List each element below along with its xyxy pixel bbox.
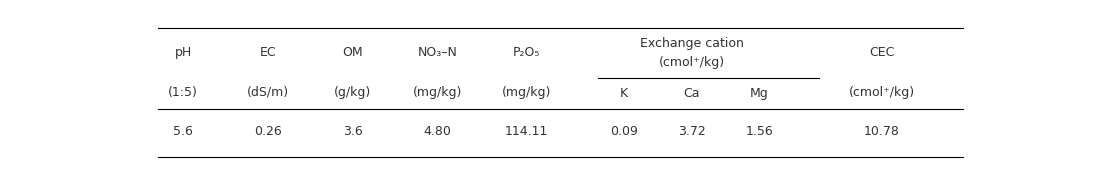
- Text: (cmol⁺/kg): (cmol⁺/kg): [658, 56, 725, 69]
- Text: 5.6: 5.6: [174, 125, 193, 138]
- Text: (cmol⁺/kg): (cmol⁺/kg): [849, 86, 915, 99]
- Text: 1.56: 1.56: [745, 125, 773, 138]
- Text: (1:5): (1:5): [168, 86, 198, 99]
- Text: K: K: [620, 87, 627, 100]
- Text: 3.72: 3.72: [678, 125, 705, 138]
- Text: (mg/kg): (mg/kg): [413, 86, 462, 99]
- Text: 4.80: 4.80: [423, 125, 451, 138]
- Text: (g/kg): (g/kg): [334, 86, 372, 99]
- Text: 3.6: 3.6: [343, 125, 363, 138]
- Text: (dS/m): (dS/m): [247, 86, 289, 99]
- Text: 0.26: 0.26: [254, 125, 282, 138]
- Text: Mg: Mg: [750, 87, 768, 100]
- Text: 0.09: 0.09: [610, 125, 637, 138]
- Text: (mg/kg): (mg/kg): [502, 86, 551, 99]
- Text: pH: pH: [175, 46, 192, 59]
- Text: Ca: Ca: [683, 87, 700, 100]
- Text: 114.11: 114.11: [505, 125, 548, 138]
- Text: EC: EC: [260, 46, 277, 59]
- Text: CEC: CEC: [869, 46, 895, 59]
- Text: NO₃–N: NO₃–N: [418, 46, 457, 59]
- Text: 10.78: 10.78: [865, 125, 900, 138]
- Text: P₂O₅: P₂O₅: [513, 46, 540, 59]
- Text: Exchange cation: Exchange cation: [639, 37, 743, 50]
- Text: OM: OM: [342, 46, 363, 59]
